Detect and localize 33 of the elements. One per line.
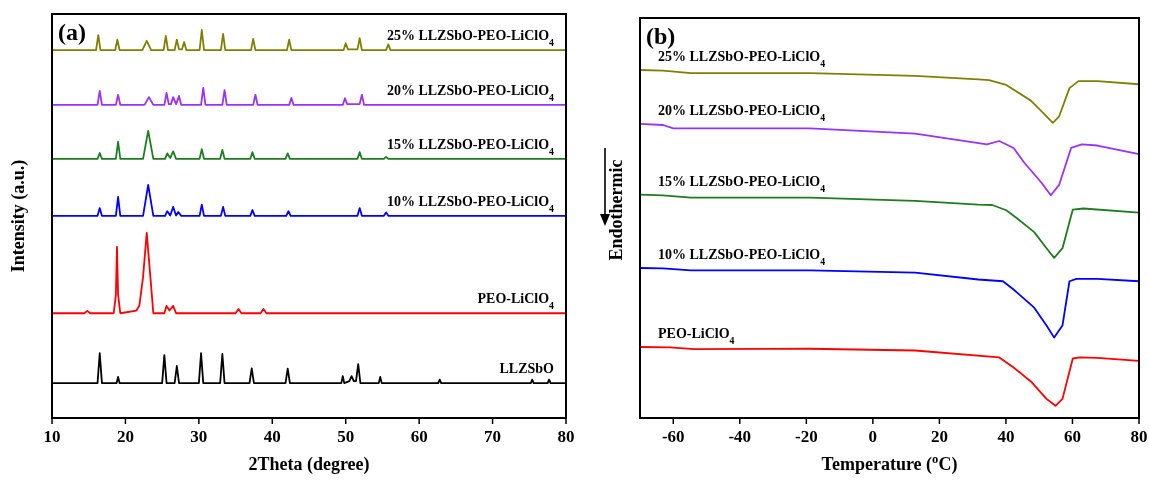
- series-label: 20% LLZSbO-PEO-LiClO$_{4}$: [658, 102, 826, 123]
- x-tick-label: -40: [728, 427, 752, 446]
- series-label: 20% LLZSbO-PEO-LiClO$_{4}$: [386, 82, 555, 103]
- x-tick-label: 20: [116, 427, 134, 446]
- annotation: (a): [58, 19, 86, 45]
- series-label: 10% LLZSbO-PEO-LiClO$_{4}$: [658, 247, 826, 267]
- x-tick-label: -20: [795, 427, 818, 446]
- x-tick-label: 60: [410, 427, 428, 446]
- x-tick-label: 40: [263, 427, 281, 446]
- y-axis-title: Endothermic: [606, 159, 626, 261]
- series-label: 15% LLZSbO-PEO-LiClO$_{4}$: [658, 173, 826, 194]
- x-tick-label: -60: [661, 427, 685, 446]
- text: (b): [646, 23, 676, 49]
- x-tick-label: 10: [43, 427, 61, 446]
- x-tick-label: 40: [997, 427, 1015, 446]
- series-label: 15% LLZSbO-PEO-LiClO$_{4}$: [386, 136, 555, 157]
- x-axis-title: Temperature ($^{o}$C): [821, 452, 958, 475]
- x-tick-label: 60: [1063, 427, 1081, 446]
- x-tick-label: 70: [484, 427, 502, 446]
- x-axis-title: 2Theta (degree): [248, 454, 370, 475]
- series-label: 25% LLZSbO-PEO-LiClO$_{4}$: [658, 49, 826, 69]
- series-label: PEO-LiClO$_{4}$: [477, 291, 555, 311]
- x-tick-label: 20: [930, 427, 948, 446]
- x-tick-label: 50: [337, 427, 355, 446]
- series-label: LLZSbO: [499, 361, 555, 377]
- x-tick-label: 30: [190, 427, 208, 446]
- x-tick-label: 80: [557, 427, 575, 446]
- x-tick-label: 0: [868, 427, 878, 446]
- series-label: 10% LLZSbO-PEO-LiClO$_{4}$: [386, 193, 555, 214]
- x-tick-label: 80: [1130, 427, 1148, 446]
- series-label: 25% LLZSbO-PEO-LiClO$_{4}$: [386, 28, 555, 48]
- y-axis-title: Intensity (a.u.): [8, 159, 29, 273]
- series-label: PEO-LiClO$_{4}$: [658, 326, 735, 346]
